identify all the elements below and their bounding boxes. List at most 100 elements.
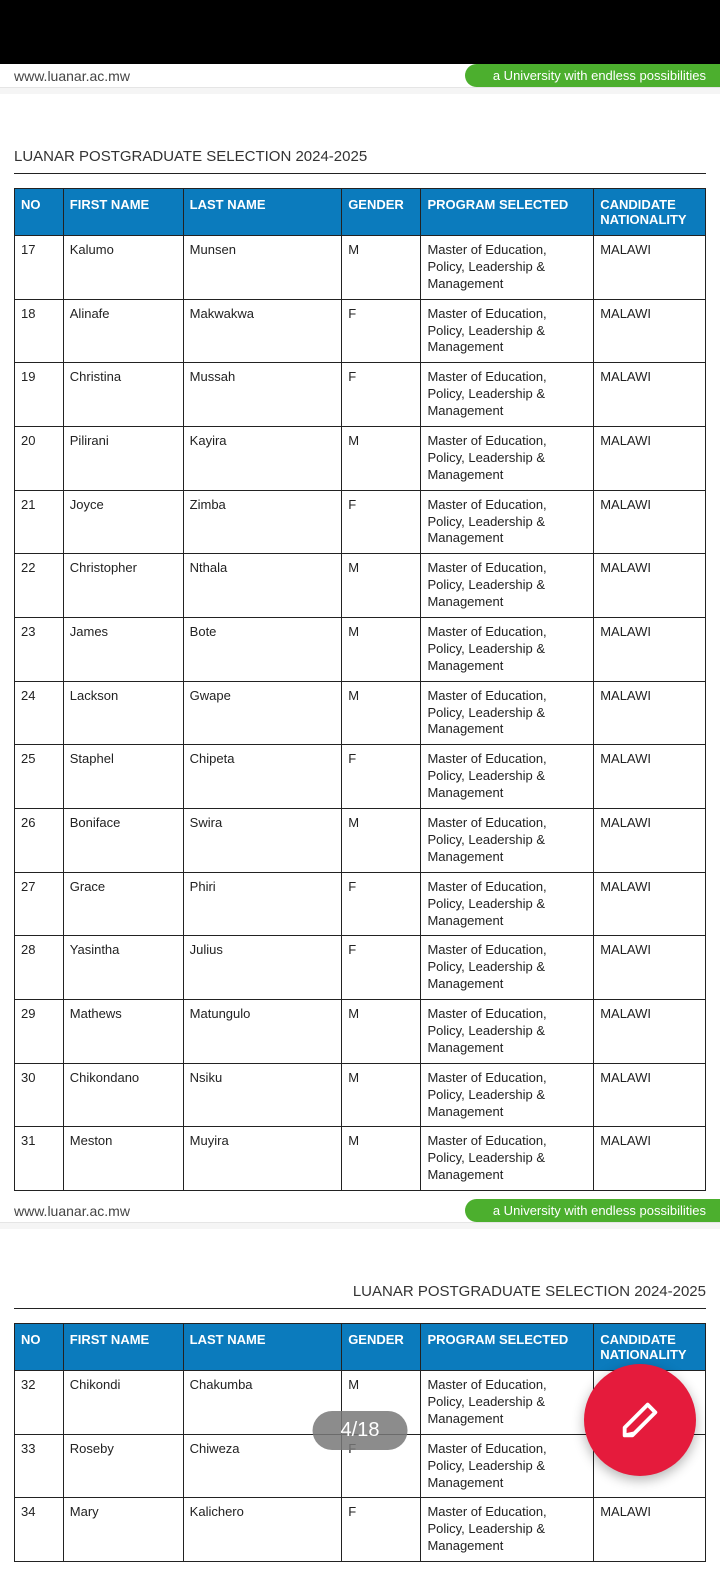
cell-program: Master of Education, Policy, Leadership … xyxy=(421,1434,594,1498)
cell-last: Julius xyxy=(183,936,342,1000)
cell-no: 28 xyxy=(15,936,64,1000)
cell-no: 32 xyxy=(15,1371,64,1435)
doc-title: LUANAR POSTGRADUATE SELECTION 2024-2025 xyxy=(14,148,706,165)
cell-last: Gwape xyxy=(183,681,342,745)
cell-first: Lackson xyxy=(63,681,183,745)
cell-program: Master of Education, Policy, Leadership … xyxy=(421,1127,594,1191)
header-tagline: a University with endless possibilities xyxy=(465,64,720,87)
cell-nationality: MALAWI xyxy=(594,745,706,809)
cell-first: Christina xyxy=(63,363,183,427)
title-rule xyxy=(14,173,706,174)
cell-first: Joyce xyxy=(63,490,183,554)
cell-no: 19 xyxy=(15,363,64,427)
cell-last: Nthala xyxy=(183,554,342,618)
cell-nationality: MALAWI xyxy=(594,809,706,873)
cell-first: Boniface xyxy=(63,809,183,873)
cell-nationality: MALAWI xyxy=(594,936,706,1000)
table-row: 20PiliraniKayiraMMaster of Education, Po… xyxy=(15,427,706,491)
cell-gender: F xyxy=(342,299,421,363)
cell-program: Master of Education, Policy, Leadership … xyxy=(421,809,594,873)
cell-gender: F xyxy=(342,872,421,936)
cell-program: Master of Education, Policy, Leadership … xyxy=(421,1371,594,1435)
cell-no: 27 xyxy=(15,872,64,936)
cell-no: 23 xyxy=(15,618,64,682)
table-header-row: NO FIRST NAME LAST NAME GENDER PROGRAM S… xyxy=(15,1324,706,1371)
cell-gender: M xyxy=(342,681,421,745)
table-row: 19ChristinaMussahFMaster of Education, P… xyxy=(15,363,706,427)
cell-nationality: MALAWI xyxy=(594,872,706,936)
cell-no: 21 xyxy=(15,490,64,554)
edit-fab-button[interactable] xyxy=(584,1364,696,1476)
table-header-row: NO FIRST NAME LAST NAME GENDER PROGRAM S… xyxy=(15,189,706,236)
table-row: 31MestonMuyiraMMaster of Education, Poli… xyxy=(15,1127,706,1191)
cell-last: Muyira xyxy=(183,1127,342,1191)
cell-first: Mary xyxy=(63,1498,183,1562)
header-url: www.luanar.ac.mw xyxy=(0,64,465,87)
cell-no: 30 xyxy=(15,1063,64,1127)
col-gender: GENDER xyxy=(342,1324,421,1371)
col-nat: CANDIDATE NATIONALITY xyxy=(594,189,706,236)
table-row: 23JamesBoteMMaster of Education, Policy,… xyxy=(15,618,706,682)
cell-no: 29 xyxy=(15,1000,64,1064)
cell-gender: F xyxy=(342,936,421,1000)
table-row: 24LacksonGwapeMMaster of Education, Poli… xyxy=(15,681,706,745)
table-row: 18AlinafeMakwakwaFMaster of Education, P… xyxy=(15,299,706,363)
cell-gender: M xyxy=(342,618,421,682)
cell-gender: M xyxy=(342,809,421,873)
cell-no: 25 xyxy=(15,745,64,809)
cell-first: Chikondano xyxy=(63,1063,183,1127)
cell-program: Master of Education, Policy, Leadership … xyxy=(421,1063,594,1127)
cell-nationality: MALAWI xyxy=(594,236,706,300)
cell-last: Bote xyxy=(183,618,342,682)
cell-first: Pilirani xyxy=(63,427,183,491)
cell-no: 22 xyxy=(15,554,64,618)
cell-last: Swira xyxy=(183,809,342,873)
selection-table-1: NO FIRST NAME LAST NAME GENDER PROGRAM S… xyxy=(14,188,706,1191)
cell-first: Chikondi xyxy=(63,1371,183,1435)
cell-gender: F xyxy=(342,1498,421,1562)
table-row: 22ChristopherNthalaMMaster of Education,… xyxy=(15,554,706,618)
col-program: PROGRAM SELECTED xyxy=(421,1324,594,1371)
cell-program: Master of Education, Policy, Leadership … xyxy=(421,936,594,1000)
table-row: 34MaryKalicheroFMaster of Education, Pol… xyxy=(15,1498,706,1562)
cell-nationality: MALAWI xyxy=(594,363,706,427)
col-last: LAST NAME xyxy=(183,189,342,236)
col-program: PROGRAM SELECTED xyxy=(421,189,594,236)
cell-program: Master of Education, Policy, Leadership … xyxy=(421,1498,594,1562)
cell-program: Master of Education, Policy, Leadership … xyxy=(421,299,594,363)
table-row: 17KalumoMunsenMMaster of Education, Poli… xyxy=(15,236,706,300)
cell-gender: M xyxy=(342,554,421,618)
footer-tagline: a University with endless possibilities xyxy=(465,1199,720,1222)
cell-program: Master of Education, Policy, Leadership … xyxy=(421,872,594,936)
document-page-4: LUANAR POSTGRADUATE SELECTION 2024-2025 … xyxy=(0,94,720,1199)
col-first: FIRST NAME xyxy=(63,189,183,236)
cell-gender: F xyxy=(342,363,421,427)
cell-last: Phiri xyxy=(183,872,342,936)
table-row: 30ChikondanoNsikuMMaster of Education, P… xyxy=(15,1063,706,1127)
cell-last: Kayira xyxy=(183,427,342,491)
cell-first: Meston xyxy=(63,1127,183,1191)
cell-first: Staphel xyxy=(63,745,183,809)
cell-gender: M xyxy=(342,1127,421,1191)
cell-nationality: MALAWI xyxy=(594,427,706,491)
cell-program: Master of Education, Policy, Leadership … xyxy=(421,554,594,618)
cell-nationality: MALAWI xyxy=(594,1063,706,1127)
cell-nationality: MALAWI xyxy=(594,1000,706,1064)
cell-program: Master of Education, Policy, Leadership … xyxy=(421,490,594,554)
table-row: 21JoyceZimbaFMaster of Education, Policy… xyxy=(15,490,706,554)
cell-first: Roseby xyxy=(63,1434,183,1498)
cell-first: Alinafe xyxy=(63,299,183,363)
col-nat: CANDIDATE NATIONALITY xyxy=(594,1324,706,1371)
page-header-row: www.luanar.ac.mw a University with endle… xyxy=(0,64,720,88)
cell-gender: M xyxy=(342,236,421,300)
cell-program: Master of Education, Policy, Leadership … xyxy=(421,1000,594,1064)
cell-program: Master of Education, Policy, Leadership … xyxy=(421,236,594,300)
cell-nationality: MALAWI xyxy=(594,681,706,745)
cell-last: Kalichero xyxy=(183,1498,342,1562)
cell-nationality: MALAWI xyxy=(594,1498,706,1562)
status-bar xyxy=(0,0,720,64)
cell-gender: F xyxy=(342,490,421,554)
table-row: 26BonifaceSwiraMMaster of Education, Pol… xyxy=(15,809,706,873)
cell-gender: M xyxy=(342,427,421,491)
cell-first: Kalumo xyxy=(63,236,183,300)
